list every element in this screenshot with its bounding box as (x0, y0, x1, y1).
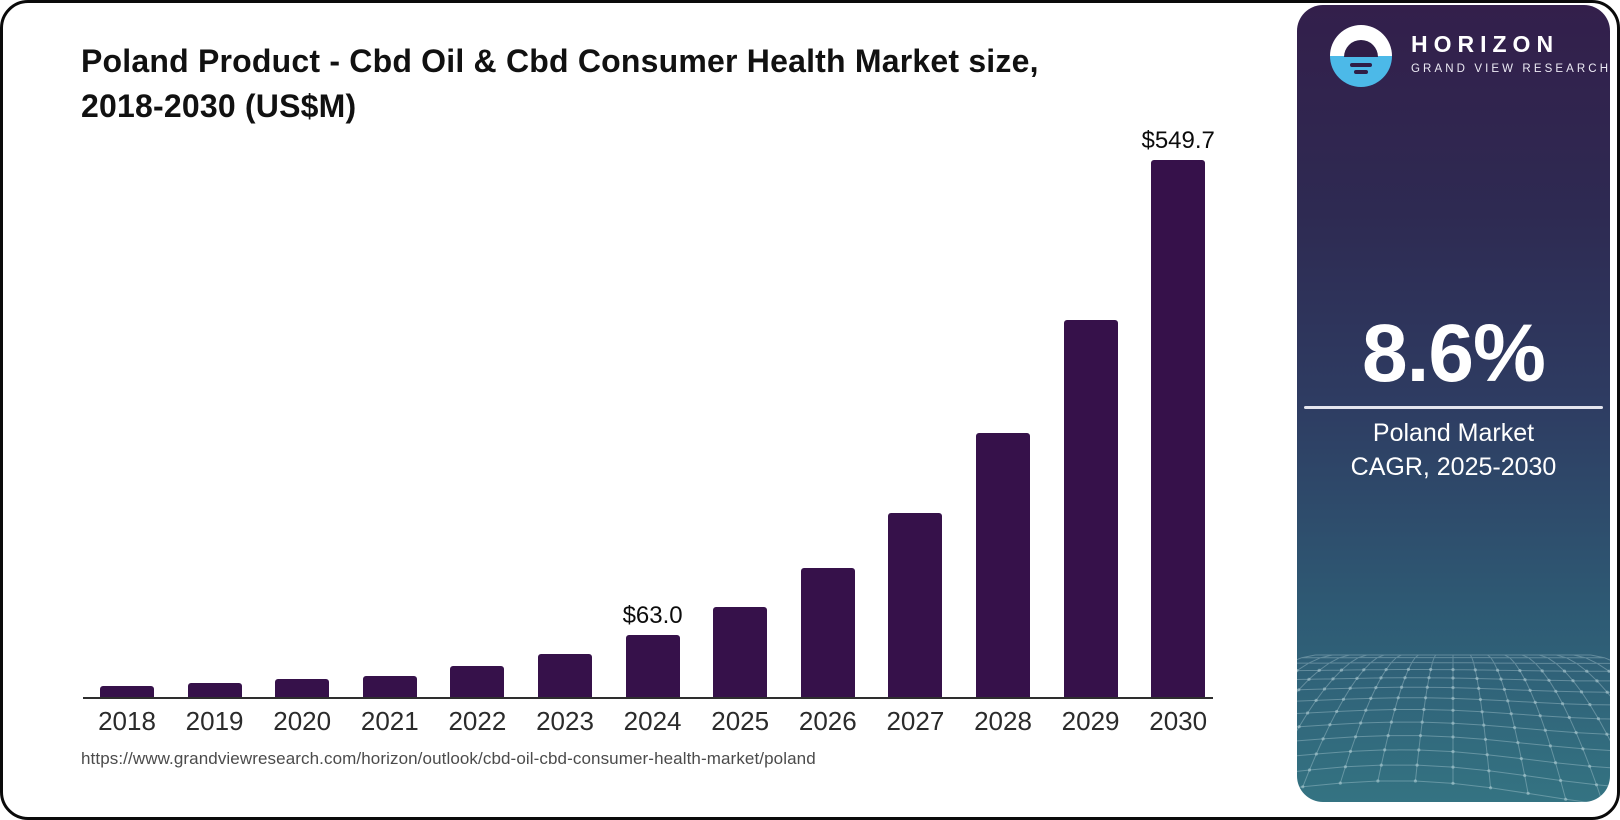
bar-value-label-2030: $549.7 (1141, 126, 1215, 154)
stat-divider (1304, 406, 1603, 409)
x-tick-2023: 2023 (536, 706, 594, 736)
x-tick-2024: 2024 (623, 706, 682, 736)
bar-2029 (1063, 319, 1118, 697)
cagr-value: 8.6% (1362, 308, 1546, 399)
x-tick-2018: 2018 (98, 706, 156, 736)
x-tick-2025: 2025 (711, 706, 770, 736)
brand-block: HORIZON GRAND VIEW RESEARCH (1411, 32, 1610, 75)
bar-2021 (362, 676, 417, 697)
bar-value-label-2024: $63.0 (622, 602, 683, 630)
x-tick-2027: 2027 (886, 706, 945, 736)
x-tick-2020: 2020 (273, 706, 332, 736)
bar-2026 (800, 568, 855, 697)
x-tick-2019: 2019 (185, 706, 244, 736)
x-tick-2026: 2026 (798, 706, 857, 736)
sun-reflection-line (1354, 70, 1368, 74)
bar-chart: 2018 2019 2020 2021 2022 2023 2024 $63.0 2025 202… (3, 3, 1253, 817)
bar-2024 (625, 635, 680, 697)
x-axis-line (83, 697, 1213, 699)
sun-reflection-line (1350, 63, 1372, 67)
brand-subtitle: GRAND VIEW RESEARCH (1411, 63, 1610, 75)
bar-2030 (1151, 159, 1206, 697)
bar-2022 (450, 666, 505, 697)
cagr-label-line2: CAGR, 2025-2030 (1350, 453, 1557, 481)
cagr-label-line1: Poland Market (1372, 419, 1535, 447)
x-tick-2029: 2029 (1061, 706, 1120, 736)
bar-2027 (888, 513, 943, 697)
source-url: https://www.grandviewresearch.com/horizo… (81, 749, 816, 768)
bar-2020 (275, 679, 330, 697)
bar-2019 (187, 683, 242, 697)
chart-title: Poland Product - Cbd Oil & Cbd Consumer … (81, 39, 1201, 129)
x-tick-2021: 2021 (360, 706, 419, 736)
x-tick-2028: 2028 (974, 706, 1032, 736)
wireframe-mesh-decoration (1297, 654, 1610, 802)
chart-title-line1: Poland Product - Cbd Oil & Cbd Consumer … (81, 43, 1039, 79)
bar-2018 (100, 686, 154, 697)
bar-2028 (976, 433, 1030, 697)
brand-name: HORIZON (1411, 31, 1560, 57)
bar-2025 (713, 607, 768, 697)
bar-2023 (538, 653, 592, 697)
sun-dome-shape (1344, 40, 1378, 57)
x-tick-2030: 2030 (1149, 706, 1208, 736)
x-tick-2022: 2022 (448, 706, 507, 736)
cagr-label: Poland Market CAGR, 2025-2030 (1297, 416, 1610, 484)
chart-title-line2: 2018-2030 (US$M) (81, 88, 357, 124)
sidebar: HORIZON GRAND VIEW RESEARCH 8.6% Poland … (1297, 5, 1610, 802)
sunset-horizon-icon (1330, 25, 1392, 87)
